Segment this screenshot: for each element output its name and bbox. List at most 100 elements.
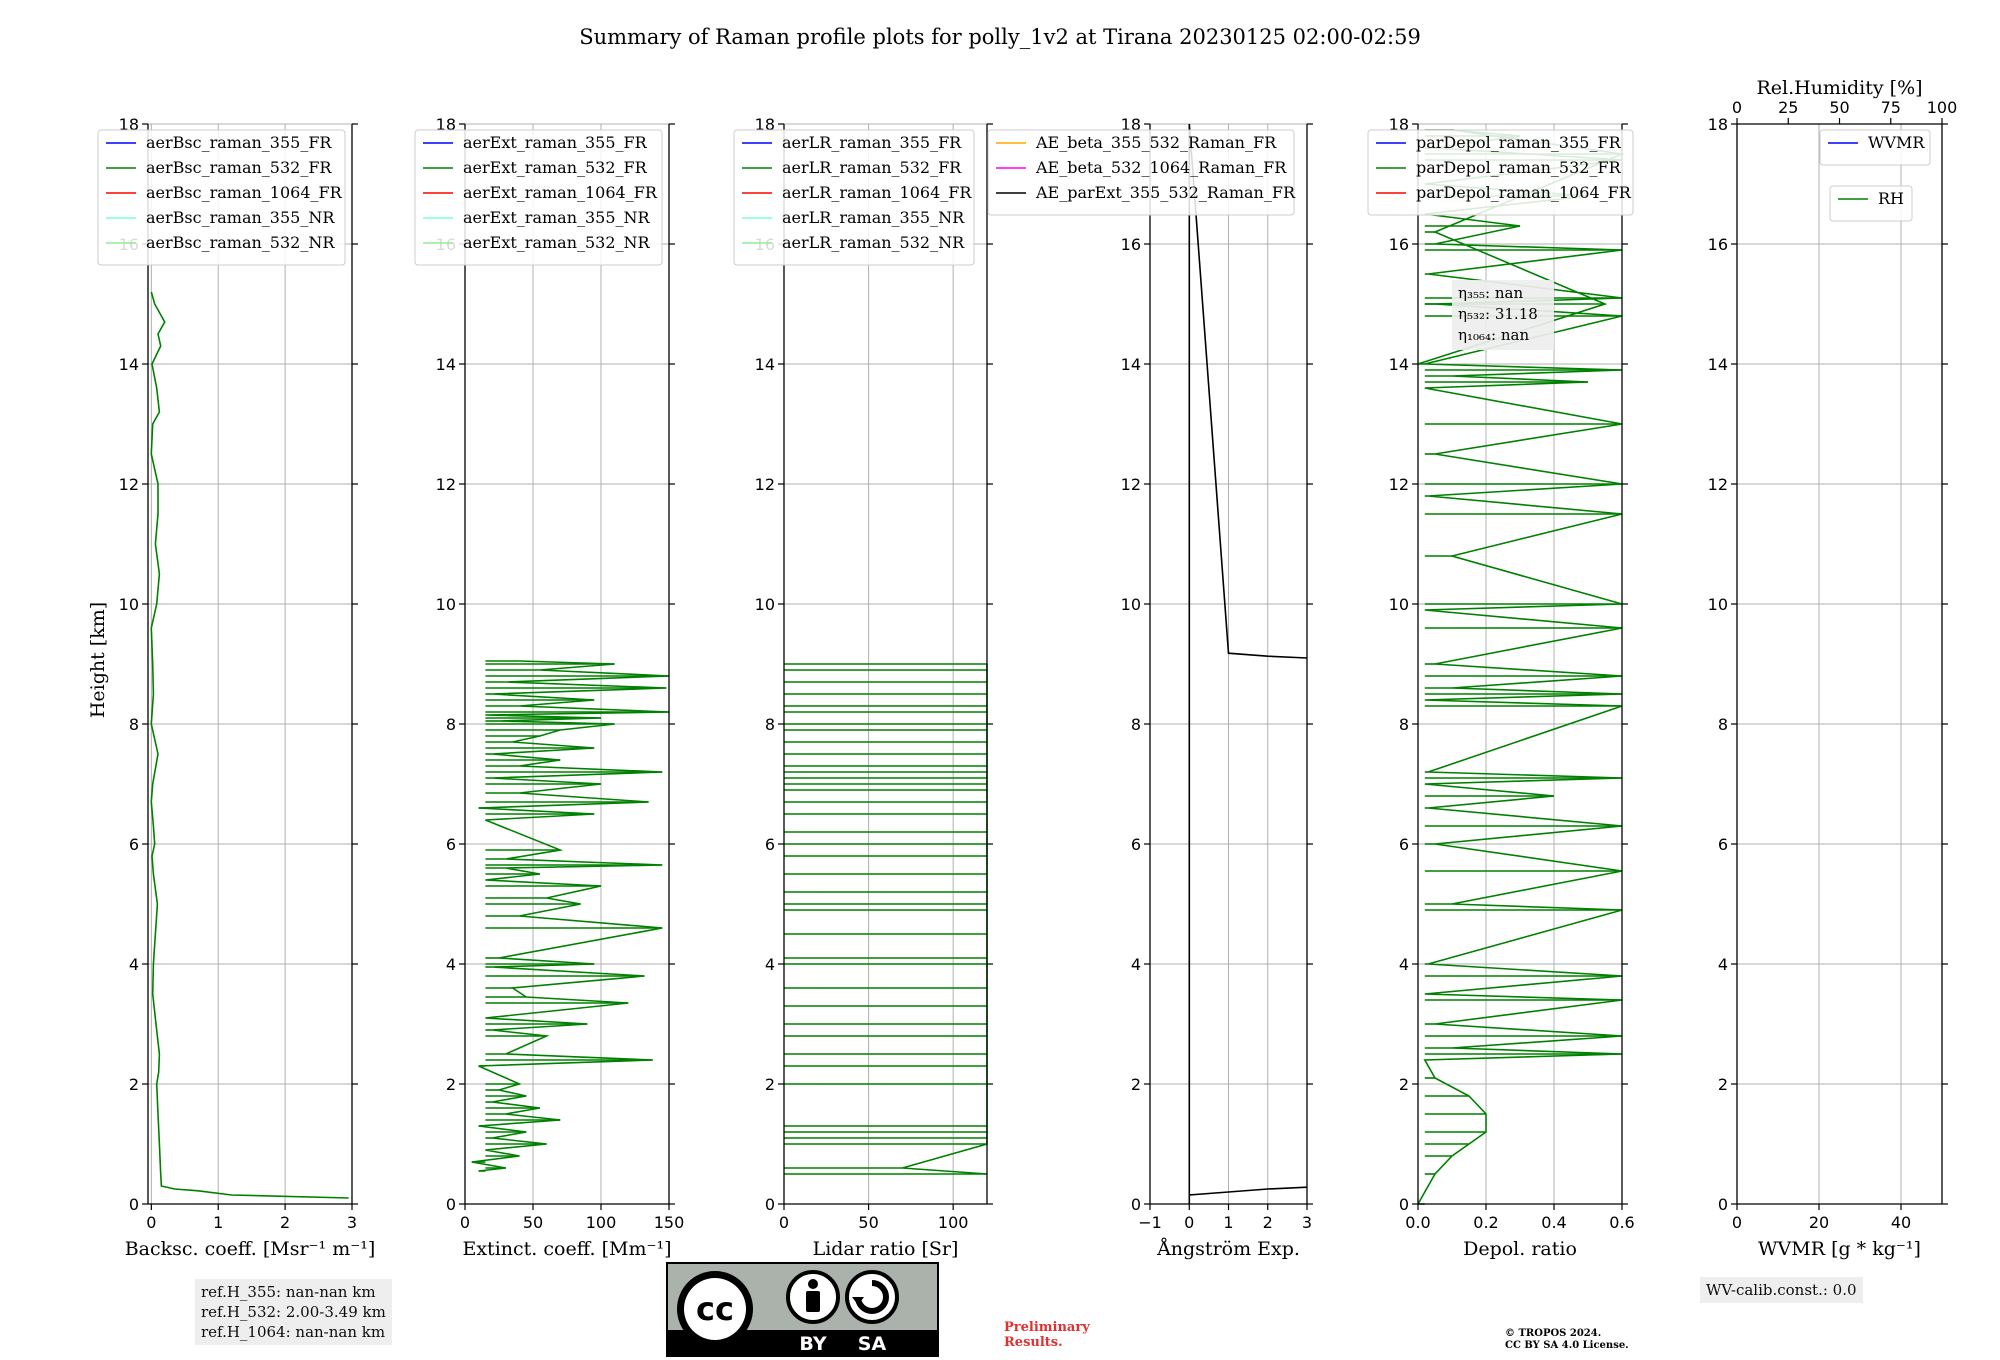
x-axis-label: Depol. ratio [1463,1238,1577,1260]
y-tick-label: 18 [1121,115,1141,134]
wv-calibration-box: WV-calib.const.: 0.0 [1700,1277,1863,1303]
x-tick-label: 0 [460,1213,470,1232]
sa-arrow-arc [855,1280,889,1314]
y-tick-label: 12 [755,475,775,494]
x-tick-label: 0 [1732,1213,1742,1232]
y-tick-label: 18 [1708,115,1728,134]
copyright-line-1: © TROPOS 2024. [1505,1328,1602,1339]
legend-entry: aerBsc_raman_532_NR [146,233,335,252]
y-tick-label: 0 [1718,1195,1728,1214]
y-tick-label: 0 [1131,1195,1141,1214]
legend-entry: aerLR_raman_355_FR [782,133,962,152]
x-tick-label: 3 [1302,1213,1312,1232]
y-tick-label: 18 [755,115,775,134]
y-tick-label: 4 [129,955,139,974]
ref-height-1064: ref.H_1064: nan-nan km [201,1323,386,1341]
legend-box [414,129,663,266]
legend-entry: aerExt_raman_355_FR [463,133,648,152]
y-tick-label: 12 [436,475,456,494]
y-tick-label: 10 [1708,595,1728,614]
eta-line: η₃₅₅: nan [1458,284,1523,302]
x-tick-label: 20 [1809,1213,1829,1232]
y-tick-label: 18 [1389,115,1409,134]
x-tick-label: −1 [1138,1213,1162,1232]
x-tick-label: 0.4 [1541,1213,1566,1232]
x-tick-label: 0.6 [1609,1213,1634,1232]
legend-entry: aerBsc_raman_532_FR [146,158,332,177]
x-tick-label: 0.0 [1405,1213,1430,1232]
y-tick-label: 0 [129,1195,139,1214]
legend-entry: aerLR_raman_532_NR [782,233,965,252]
y-tick-label: 14 [1389,355,1409,374]
y-tick-label: 8 [1399,715,1409,734]
preliminary-line-1: Preliminary [1004,1320,1090,1335]
legend-entry: aerBsc_raman_1064_FR [146,183,343,202]
y-tick-label: 8 [1718,715,1728,734]
legend-box [987,129,1295,216]
panel-5: 0.0 0.2 0.4 0.6 0 2 4 6 8 10 12 14 16 18 Depol. ratio p… [1367,115,1635,1260]
eta-line: η₅₃₂: 31.18 [1458,305,1538,323]
ref-height-355: ref.H_355: nan-nan km [201,1283,376,1301]
y-tick-label: 2 [1399,1075,1409,1094]
y-tick-label: 4 [765,955,775,974]
ref-height-532: ref.H_532: 2.00-3.49 km [201,1303,386,1321]
y-tick-label: 2 [765,1075,775,1094]
cc-license-badge: cc BY SA [666,1262,939,1357]
y-tick-label: 16 [1121,235,1141,254]
y-tick-label: 8 [765,715,775,734]
y-tick-label: 8 [1131,715,1141,734]
series-line [1188,123,1308,1204]
x-tick-label: 40 [1891,1213,1911,1232]
cc-circle-icon [684,1278,746,1340]
y-tick-label: 12 [1389,475,1409,494]
y-tick-label: 14 [436,355,456,374]
legend-entry: aerExt_raman_532_NR [463,233,651,252]
y-tick-label: 6 [1131,835,1141,854]
y-tick-label: 2 [1131,1075,1141,1094]
x-axis-label: Ångström Exp. [1156,1238,1300,1260]
x-tick-label: 2 [1263,1213,1273,1232]
y-tick-label: 12 [1708,475,1728,494]
x-tick-label: 0.2 [1473,1213,1498,1232]
top-tick-label: 0 [1732,98,1742,117]
legend-entry: aerLR_raman_355_NR [782,208,965,227]
legend-entry: AE_beta_532_1064_Raman_FR [1035,158,1287,177]
x-tick-label: 0 [779,1213,789,1232]
y-tick-label: 6 [1718,835,1728,854]
series-line [471,660,670,1172]
legend-entry: aerExt_raman_1064_FR [463,183,658,202]
by-person-body [806,1291,820,1312]
preliminary-results-note: Preliminary Results. [1004,1320,1090,1350]
cc-text: cc [696,1290,734,1328]
x-tick-label: 0 [146,1213,156,1232]
legend-entry: parDepol_raman_532_FR [1416,158,1622,177]
x-axis-label: WVMR [g * kg⁻¹] [1758,1238,1921,1260]
y-tick-label: 4 [1131,955,1141,974]
legend-entry: aerLR_raman_1064_FR [782,183,972,202]
panel-6: 0 20 40 0 2 4 6 8 10 12 14 16 18 WVMR [g * kg⁻¹] 0 25 50… [1708,77,1958,1260]
legend2-entry: RH [1878,189,1904,208]
y-tick-label: 10 [1389,595,1409,614]
y-tick-label: 16 [1708,235,1728,254]
y-tick-label: 14 [119,355,139,374]
sa-label: SA [858,1333,887,1355]
y-tick-label: 10 [119,595,139,614]
x-tick-label: 2 [280,1213,290,1232]
top-tick-label: 100 [1927,98,1958,117]
legend-entry: AE_beta_355_532_Raman_FR [1035,133,1277,152]
x-axis-label: Lidar ratio [Sr] [813,1238,959,1260]
panel-1: 0123024681012141618Backsc. coeff. [Msr⁻¹… [97,115,375,1260]
sa-share-icon [845,1270,899,1324]
top-tick-label: 75 [1881,98,1901,117]
y-axis-label: Height [km] [87,602,109,718]
eta-annotation: η₃₅₅: nan η₅₃₂: 31.18 η₁₀₆₄: nan [1452,280,1554,350]
panel-3: 050100024681012141618Lidar ratio [Sr]aer… [733,115,993,1260]
y-tick-label: 12 [1121,475,1141,494]
y-tick-label: 16 [1389,235,1409,254]
y-tick-label: 8 [446,715,456,734]
x-tick-label: 3 [347,1213,357,1232]
legend-box [1367,129,1634,216]
y-tick-label: 10 [436,595,456,614]
y-tick-label: 6 [765,835,775,854]
